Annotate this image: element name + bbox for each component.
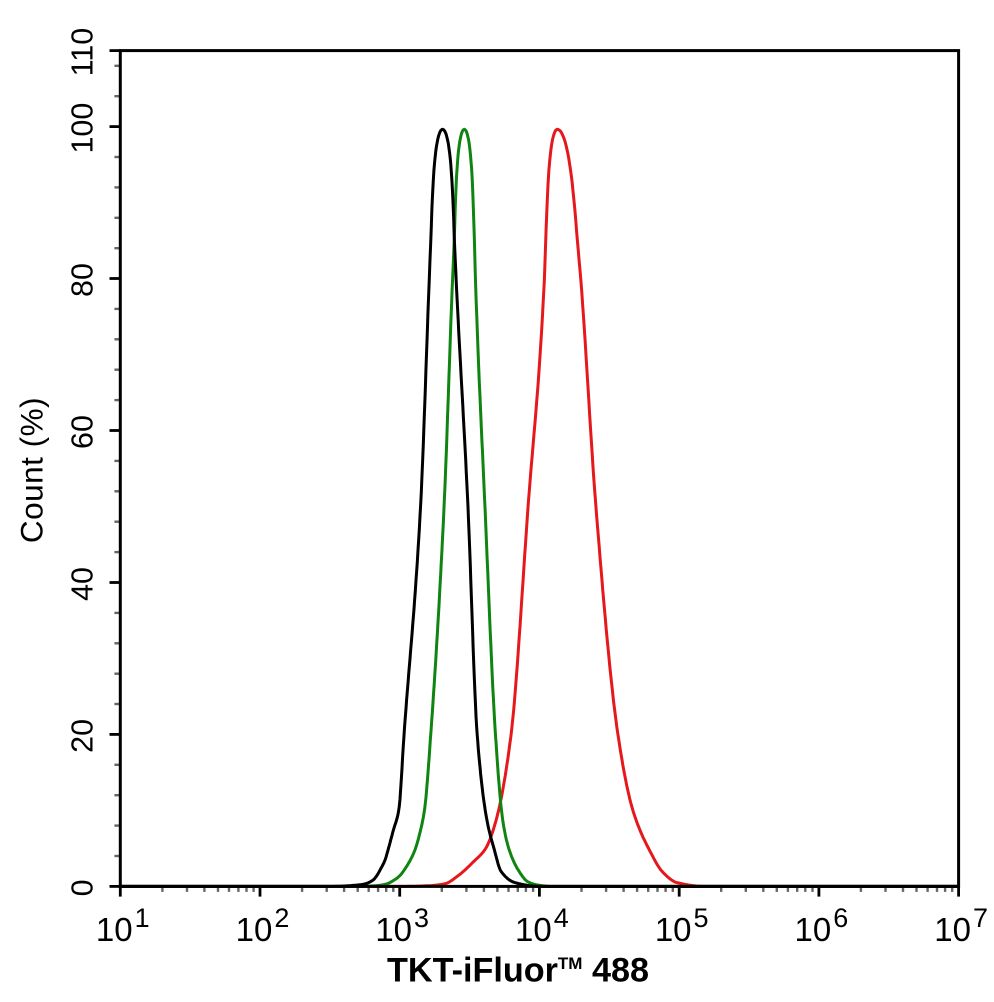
svg-text:TKT-iFluorTM 488: TKT-iFluorTM 488 xyxy=(387,952,649,990)
svg-text:0: 0 xyxy=(66,879,100,896)
svg-text:40: 40 xyxy=(66,567,100,601)
svg-text:100: 100 xyxy=(66,103,100,154)
svg-text:106: 106 xyxy=(795,903,849,948)
svg-text:80: 80 xyxy=(66,263,100,297)
svg-text:60: 60 xyxy=(66,415,100,449)
svg-text:Count (%): Count (%) xyxy=(13,397,49,543)
svg-text:110: 110 xyxy=(66,28,100,77)
svg-text:20: 20 xyxy=(66,719,100,753)
